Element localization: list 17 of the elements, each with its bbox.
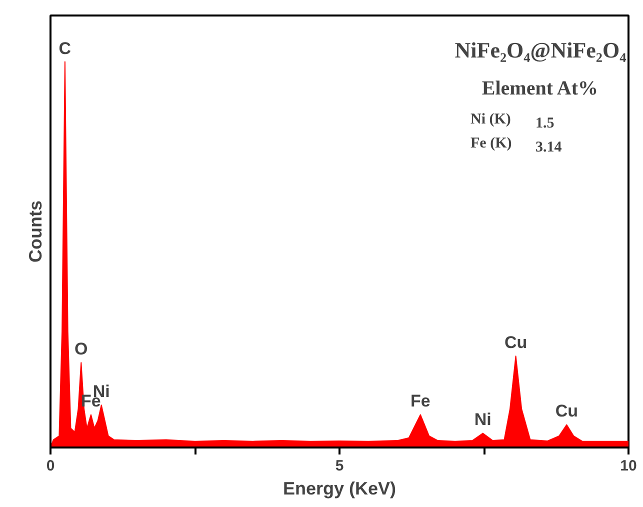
x-tick-label: 0: [46, 458, 55, 474]
annotation: Cu: [504, 333, 528, 352]
annotation: Fe: [410, 392, 430, 411]
annotation: Ni (K): [470, 112, 511, 128]
annotation: 1.5: [536, 116, 554, 132]
annotation: O: [74, 340, 88, 359]
x-tick-label: 10: [620, 458, 637, 474]
annotation: 3.14: [536, 140, 562, 156]
annotation: Ni: [474, 410, 492, 430]
annotation: Element At%: [482, 78, 598, 100]
x-axis-title: Energy (KeV): [282, 478, 396, 498]
annotation: Fe (K): [470, 136, 512, 152]
x-tick-label: 5: [335, 458, 344, 474]
chart-title: NiFe₂O₄@NiFe₂O₄: [454, 38, 627, 62]
annotation: C: [58, 38, 72, 58]
annotation: Cu: [555, 402, 578, 421]
y-axis-title: Counts: [26, 200, 46, 262]
